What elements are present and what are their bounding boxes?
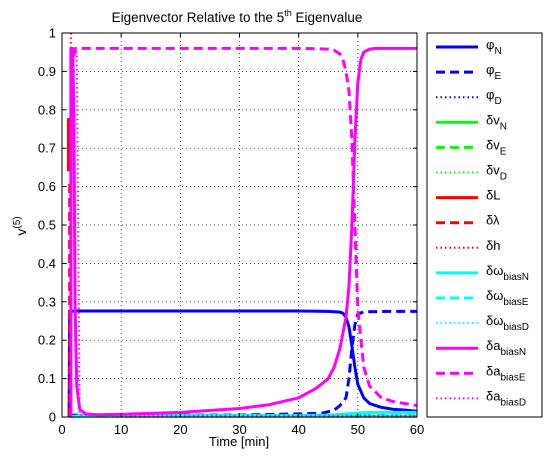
legend-label-name: δv	[486, 137, 500, 152]
legend-label-name: δa	[486, 363, 501, 378]
legend-label-name: φ	[486, 87, 494, 102]
legend-label-sub: biasE	[503, 297, 528, 308]
legend-label-name: δa	[486, 388, 501, 403]
x-tick-label: 20	[173, 422, 187, 437]
legend-box	[426, 32, 543, 418]
y-tick-label: 1	[49, 26, 56, 41]
legend-label-14: δabiasD	[486, 388, 526, 408]
legend-label-sub: N	[494, 46, 501, 57]
legend-label-sub: biasE	[500, 372, 525, 383]
y-axis-label-sup: (5)	[12, 216, 23, 228]
y-tick-label: 0.3	[38, 294, 56, 309]
legend-label-name: δω	[486, 263, 503, 278]
legend-label-sub: D	[500, 172, 507, 183]
legend-label-0: φN	[486, 37, 502, 57]
legend-label-sub: biasD	[503, 322, 529, 333]
legend-label-name: δv	[486, 112, 500, 127]
x-tick-label: 10	[114, 422, 128, 437]
y-tick-label: 0.2	[38, 333, 56, 348]
legend-label-13: δabiasE	[486, 363, 526, 383]
chart-title-main: Eigenvector Relative to the 5	[112, 10, 285, 25]
legend-label-3: δvN	[486, 112, 507, 132]
legend-label-name: φ	[486, 37, 494, 52]
y-tick-label: 0.4	[38, 256, 56, 271]
y-tick-label: 0.7	[38, 141, 56, 156]
x-tick-label: 0	[58, 422, 65, 437]
legend-label-2: φD	[486, 87, 502, 107]
legend-label-name: δL	[486, 188, 500, 203]
series-layer	[67, 33, 418, 419]
x-tick-label: 60	[410, 422, 424, 437]
series-line-6	[67, 117, 71, 172]
y-tick-labels: 0 0.1 0.2 0.3 0.4 0.5 0.6 0.7 0.8 0.9 1	[38, 26, 56, 425]
legend-label-sub: E	[494, 71, 501, 82]
legend-label-sub: D	[494, 96, 501, 107]
legend-label-12: δabiasN	[486, 338, 526, 358]
legend-label-name: δh	[486, 238, 500, 253]
legend-label-5: δvD	[486, 163, 507, 183]
legend-label-sub: E	[500, 146, 507, 157]
y-tick-label: 0.8	[38, 102, 56, 117]
legend-label-sub: biasN	[500, 347, 526, 358]
chart-title: Eigenvector Relative to the 5th Eigenval…	[112, 8, 363, 25]
x-tick-labels: 0 10 20 30 40 50 60	[58, 422, 424, 437]
y-axis-label: v(5)	[12, 216, 29, 235]
y-tick-label: 0.6	[38, 179, 56, 194]
legend-label-name: φ	[486, 62, 494, 77]
x-tick-label: 50	[351, 422, 365, 437]
y-tick-label: 0.1	[38, 371, 56, 386]
series-line-11	[69, 414, 417, 418]
y-tick-label: 0.5	[38, 218, 56, 233]
tick-layer	[61, 32, 418, 418]
series-line-14	[70, 51, 417, 417]
series-line-12	[69, 46, 417, 417]
legend-label-sub: N	[500, 121, 507, 132]
series-line-0	[67, 309, 418, 418]
legend-label-name: δλ	[486, 213, 500, 228]
legend-label-11: δωbiasD	[486, 313, 529, 333]
legend-label-1: φE	[486, 62, 501, 82]
legend-label-sub: biasD	[500, 397, 526, 408]
legend-label-10: δωbiasE	[486, 288, 529, 308]
legend-layer: φNφEφDδvNδvEδvDδLδλδhδωbiasNδωbiasEδωbia…	[436, 37, 529, 408]
x-tick-label: 40	[291, 422, 305, 437]
chart-title-tail: Eigenvalue	[292, 10, 363, 25]
series-line-13	[72, 46, 418, 407]
chart-title-sup: th	[284, 8, 292, 18]
legend-label-name: δa	[486, 338, 501, 353]
legend-label-9: δωbiasN	[486, 263, 529, 283]
legend-label-sub: biasN	[503, 272, 529, 283]
x-axis-label: Time [min]	[209, 434, 269, 449]
legend-label-name: δω	[486, 288, 503, 303]
legend-label-8: δh	[486, 238, 500, 253]
legend-label-name: δv	[486, 163, 500, 178]
x-tick-label: 30	[232, 422, 246, 437]
legend-label-name: δω	[486, 313, 503, 328]
legend-label-7: δλ	[486, 213, 500, 228]
legend-label-6: δL	[486, 188, 500, 203]
y-tick-label: 0.9	[38, 64, 56, 79]
y-axis-label-base: v	[13, 229, 29, 236]
legend-label-4: δvE	[486, 137, 507, 157]
y-tick-label: 0	[49, 410, 56, 425]
